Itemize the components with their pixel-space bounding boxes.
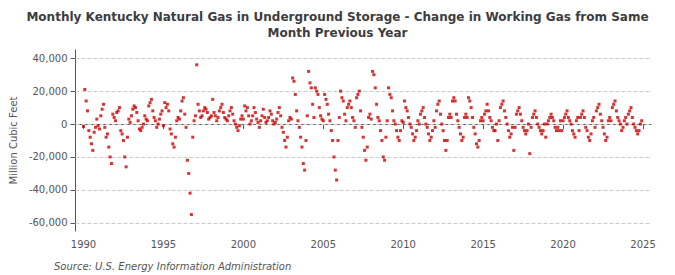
svg-text:20,000: 20,000	[32, 86, 67, 97]
svg-text:2000: 2000	[231, 239, 256, 250]
svg-text:-60,000: -60,000	[29, 217, 68, 228]
svg-text:2010: 2010	[390, 239, 415, 250]
svg-text:-20,000: -20,000	[29, 151, 68, 162]
svg-text:2005: 2005	[311, 239, 336, 250]
svg-text:1995: 1995	[151, 239, 176, 250]
svg-text:Million Cubic Feet: Million Cubic Feet	[8, 96, 19, 184]
svg-text:1990: 1990	[71, 239, 96, 250]
svg-text:-40,000: -40,000	[29, 184, 68, 195]
svg-text:2020: 2020	[550, 239, 575, 250]
svg-text:Month Previous Year: Month Previous Year	[268, 26, 408, 40]
svg-text:2025: 2025	[630, 239, 655, 250]
svg-text:0: 0	[61, 119, 67, 130]
svg-text:40,000: 40,000	[32, 53, 67, 64]
svg-text:Monthly Kentucky Natural Gas i: Monthly Kentucky Natural Gas in Undergro…	[26, 10, 648, 24]
svg-text:2015: 2015	[470, 239, 495, 250]
svg-text:Source: U.S. Energy Informatio: Source: U.S. Energy Information Administ…	[54, 261, 291, 272]
